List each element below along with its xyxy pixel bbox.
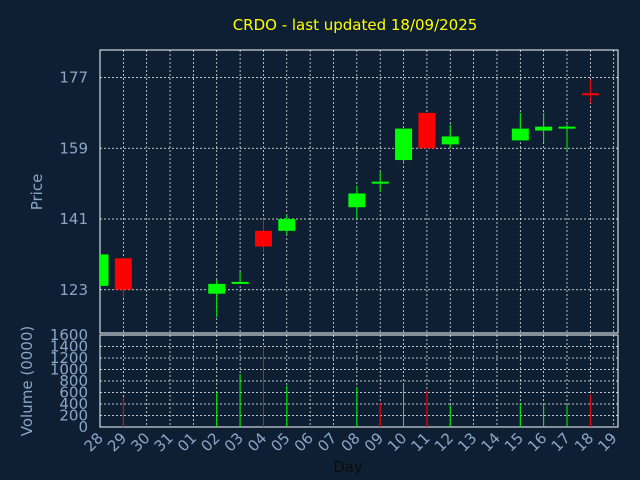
candle-body	[348, 193, 366, 208]
candle-body	[581, 93, 599, 96]
volume-grid	[100, 335, 618, 427]
x-tick-label: 17	[548, 429, 574, 455]
chart-title: CRDO - last updated 18/09/2025	[233, 16, 478, 34]
candles	[100, 79, 599, 318]
x-tick-label: 06	[291, 429, 317, 455]
volume-bars	[122, 346, 591, 427]
x-tick-label: 18	[571, 429, 597, 455]
x-tick-label: 11	[407, 429, 433, 455]
x-tick-label: 13	[454, 429, 480, 455]
candle-body	[371, 181, 389, 184]
candle-body	[114, 258, 132, 290]
price-grid	[100, 50, 618, 333]
candle-body	[100, 254, 109, 286]
price-axis-label: Price	[28, 174, 46, 211]
volume-y-tick-label: 1000	[50, 361, 88, 379]
volume-axis-label: Volume (0000)	[18, 326, 36, 436]
x-tick-labels: 2829303101020304050607080910111213141516…	[81, 429, 621, 455]
volume-y-tick-label: 200	[59, 407, 88, 425]
candle-body	[395, 128, 413, 161]
candle-body	[208, 283, 226, 294]
x-tick-label: 04	[244, 429, 270, 455]
x-tick-label: 09	[361, 429, 387, 455]
x-tick-label: 02	[197, 429, 223, 455]
volume-y-tick-label: 1200	[50, 349, 88, 367]
volume-y-tick-label: 800	[59, 372, 88, 390]
candle-body	[231, 281, 249, 284]
x-tick-label: 08	[337, 429, 363, 455]
candle-body	[278, 219, 296, 231]
candle-body	[418, 112, 436, 149]
x-tick-label: 14	[478, 429, 504, 455]
candle-body	[535, 126, 553, 131]
volume-y-tick-label: 400	[59, 395, 88, 413]
price-y-tick-labels: 123 141 159 177	[59, 69, 88, 299]
x-tick-label: 12	[431, 429, 457, 455]
price-y-tick-label: 123	[59, 281, 88, 299]
price-panel: 123 141 159 177 Price	[28, 49, 619, 334]
x-tick-label: 19	[594, 429, 620, 455]
volume-y-tick-label: 1400	[50, 338, 88, 356]
x-tick-label: 05	[267, 429, 293, 455]
candle-body	[254, 230, 272, 247]
candle-body	[511, 128, 529, 141]
volume-y-tick-label: 0	[78, 418, 88, 436]
price-y-tick-label: 141	[59, 210, 88, 228]
candle-body	[558, 126, 576, 129]
x-tick-label: 10	[384, 429, 410, 455]
volume-y-tick-label: 1600	[50, 326, 88, 344]
x-tick-label: 29	[104, 429, 130, 455]
x-tick-label: 01	[174, 429, 200, 455]
x-tick-label: 03	[221, 429, 247, 455]
x-tick-label: 31	[151, 429, 177, 455]
x-tick-label: 30	[127, 429, 153, 455]
x-axis-label: Day	[333, 458, 363, 476]
x-tick-label: 15	[501, 429, 527, 455]
price-y-tick-label: 177	[59, 69, 88, 87]
price-plot-area	[99, 49, 619, 334]
x-tick-label: 07	[314, 429, 340, 455]
volume-y-tick-label: 600	[59, 384, 88, 402]
price-y-tick-label: 159	[59, 139, 88, 157]
x-tick-label: 16	[524, 429, 550, 455]
candle-body	[441, 136, 459, 145]
